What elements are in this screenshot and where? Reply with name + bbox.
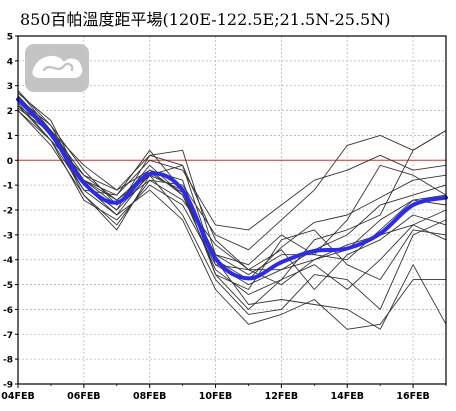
ensemble-member-line [17, 97, 446, 330]
ensemble-member-line [17, 95, 447, 310]
y-tick-label: -9 [3, 381, 13, 391]
weather-logo [25, 44, 89, 92]
plot-frame [17, 35, 447, 385]
ensemble-mean-line [16, 97, 448, 281]
ensemble-member-line [17, 105, 447, 271]
ensemble-member-line [17, 110, 447, 290]
cloud-icon [32, 55, 83, 78]
y-tick-label: 4 [7, 57, 13, 67]
y-tick-label: -1 [3, 182, 13, 192]
y-tick-label: -3 [3, 231, 13, 241]
ensemble-member-line [17, 110, 447, 251]
y-tick-label: -6 [3, 306, 13, 316]
y-tick-label: -8 [3, 356, 13, 366]
x-tick-label: 14FEB [331, 391, 364, 402]
y-tick-label: 2 [7, 107, 13, 117]
ensemble-member-line [17, 97, 447, 276]
x-tick-label: 10FEB [199, 391, 232, 402]
y-tick-label: -7 [3, 331, 13, 341]
y-tick-label: -4 [3, 256, 13, 266]
x-tick-label: 04FEB [1, 391, 34, 402]
ensemble-mean [16, 97, 448, 281]
y-tick-label: 5 [7, 33, 13, 43]
y-tick-label: 0 [7, 157, 13, 167]
ensemble-member-line [17, 92, 447, 315]
y-tick-label: 3 [7, 82, 13, 92]
y-tick-label: -2 [3, 207, 13, 217]
chart-title: 850百帕溫度距平場(120E-122.5E;21.5N-25.5N) [20, 10, 391, 29]
x-tick-label: 16FEB [396, 391, 429, 402]
ensemble-member-line [17, 100, 447, 231]
x-tick-label: 12FEB [265, 391, 298, 402]
y-tick-label: 1 [7, 132, 13, 142]
x-tick-label: 08FEB [133, 391, 166, 402]
axes: -9 -8 -7 -6 -5 -4 -3 -2 -1 0 1 2 3 4 5 04FEB 06FEB 08FEB 1… [1, 33, 447, 402]
ensemble-member-line [17, 95, 447, 281]
x-tick-label: 06FEB [67, 391, 100, 402]
ensemble-member-line [17, 107, 447, 290]
swirl-icon [42, 62, 74, 72]
y-tick-label: -5 [3, 281, 13, 291]
ensemble-member-line [17, 95, 447, 286]
